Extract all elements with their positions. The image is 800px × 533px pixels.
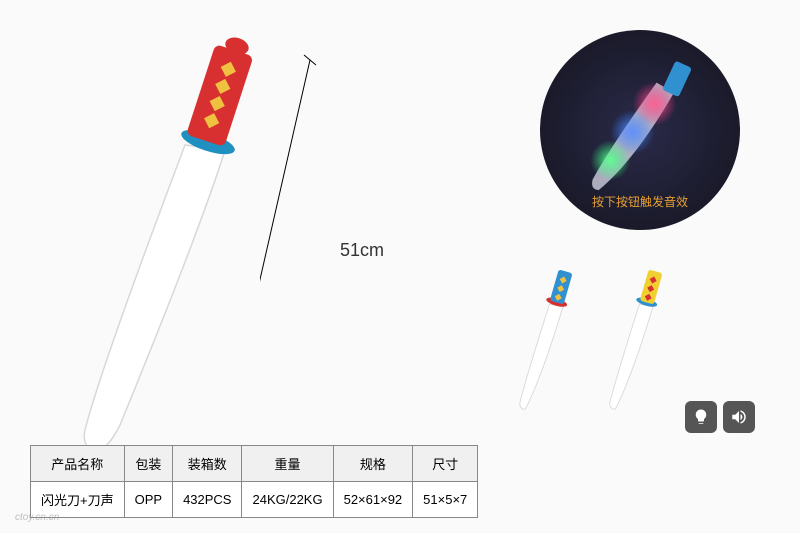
glow-effect-preview: 按下按钮触发音效 [540, 30, 740, 230]
cell-weight: 24KG/22KG [242, 482, 333, 518]
cell-size: 51×5×7 [413, 482, 478, 518]
light-icon [685, 401, 717, 433]
feature-icons [685, 401, 755, 433]
col-weight: 重量 [242, 446, 333, 482]
spec-table: 产品名称 包装 装箱数 重量 规格 尺寸 闪光刀+刀声 OPP 432PCS 2… [30, 445, 478, 518]
variant-yellow [590, 260, 680, 420]
cell-spec: 52×61×92 [333, 482, 413, 518]
dimension-length-label: 51cm [340, 240, 384, 261]
col-product-name: 产品名称 [31, 446, 125, 482]
cell-packaging: OPP [124, 482, 172, 518]
col-packaging: 包装 [124, 446, 172, 482]
table-header-row: 产品名称 包装 装箱数 重量 规格 尺寸 [31, 446, 478, 482]
cell-carton-qty: 432PCS [173, 482, 242, 518]
variant-blue [500, 260, 590, 420]
product-sheet: 51cm 按下按钮触发音效 [0, 0, 800, 533]
col-carton-qty: 装箱数 [173, 446, 242, 482]
col-size: 尺寸 [413, 446, 478, 482]
col-spec: 规格 [333, 446, 413, 482]
glow-caption-text: 按下按钮触发音效 [592, 193, 688, 210]
watermark-text: ctoy.cn.cn [15, 512, 59, 523]
color-variants [500, 260, 680, 420]
dimension-indicator: 51cm [260, 50, 360, 460]
table-row: 闪光刀+刀声 OPP 432PCS 24KG/22KG 52×61×92 51×… [31, 482, 478, 518]
sound-icon [723, 401, 755, 433]
